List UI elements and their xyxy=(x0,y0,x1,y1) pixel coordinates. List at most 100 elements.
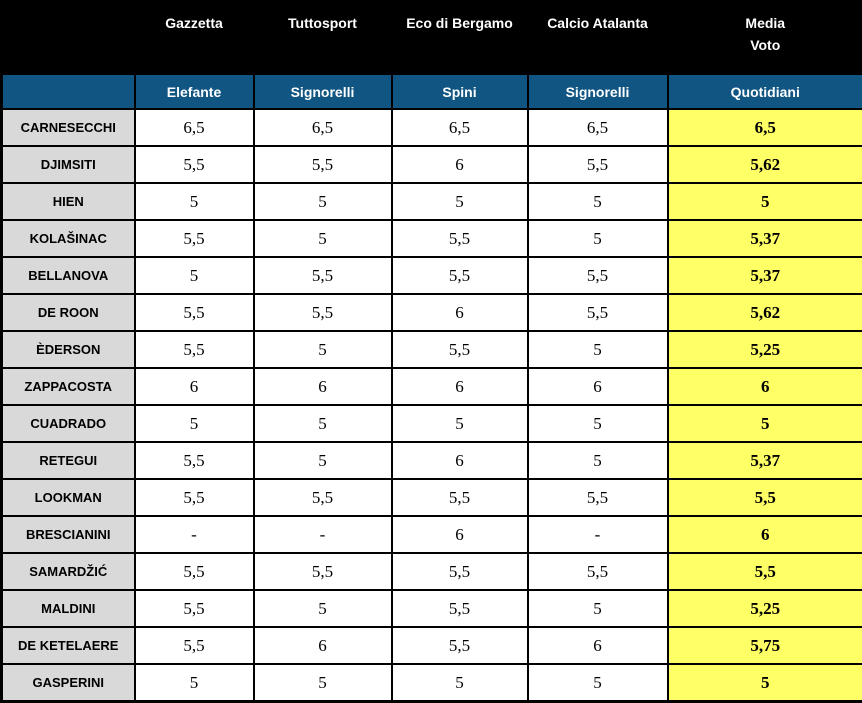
table-row: DJIMSITI 5,5 5,5 6 5,5 5,62 xyxy=(2,146,862,183)
player-name-cell: DJIMSITI xyxy=(2,146,135,183)
vote-cell: 6 xyxy=(528,627,668,664)
newspaper-header-eco-di-bergamo: Eco di Bergamo xyxy=(392,2,528,75)
vote-cell: - xyxy=(135,516,254,553)
vote-cell: 6 xyxy=(528,368,668,405)
media-vote-cell: 5,25 xyxy=(668,590,862,627)
vote-cell: 6,5 xyxy=(254,109,392,146)
player-name-cell: BRESCIANINI xyxy=(2,516,135,553)
player-name-cell: GASPERINI xyxy=(2,664,135,702)
media-vote-cell: 5,37 xyxy=(668,442,862,479)
vote-cell: 5 xyxy=(254,220,392,257)
vote-cell: 6 xyxy=(392,368,528,405)
media-vote-cell: 6,5 xyxy=(668,109,862,146)
vote-cell: 5,5 xyxy=(392,627,528,664)
journalist-header-signorelli-1: Signorelli xyxy=(254,74,392,109)
table-row: KOLAŠINAC 5,5 5 5,5 5 5,37 xyxy=(2,220,862,257)
vote-cell: 6 xyxy=(254,368,392,405)
vote-cell: 6,5 xyxy=(392,109,528,146)
table-row: ÈDERSON 5,5 5 5,5 5 5,25 xyxy=(2,331,862,368)
vote-cell: 5 xyxy=(254,331,392,368)
table-row: BELLANOVA 5 5,5 5,5 5,5 5,37 xyxy=(2,257,862,294)
vote-cell: 5,5 xyxy=(135,294,254,331)
vote-cell: - xyxy=(254,516,392,553)
media-vote-cell: 5,5 xyxy=(668,553,862,590)
player-name-cell: ZAPPACOSTA xyxy=(2,368,135,405)
vote-cell: 5,5 xyxy=(528,479,668,516)
vote-cell: 6 xyxy=(392,516,528,553)
vote-cell: 6,5 xyxy=(135,109,254,146)
corner-cell xyxy=(2,2,135,75)
media-vote-cell: 5,37 xyxy=(668,220,862,257)
journalist-header-signorelli-2: Signorelli xyxy=(528,74,668,109)
vote-cell: 5 xyxy=(392,183,528,220)
vote-cell: 5,5 xyxy=(254,553,392,590)
vote-cell: 5,5 xyxy=(528,146,668,183)
newspaper-header-calcio-atalanta: Calcio Atalanta xyxy=(528,2,668,75)
vote-cell: 5,5 xyxy=(392,553,528,590)
media-vote-cell: 5,62 xyxy=(668,294,862,331)
player-name-cell: MALDINI xyxy=(2,590,135,627)
player-name-cell: DE ROON xyxy=(2,294,135,331)
media-vote-cell: 6 xyxy=(668,516,862,553)
vote-cell: 5 xyxy=(528,405,668,442)
vote-cell: 5 xyxy=(528,220,668,257)
vote-cell: 6 xyxy=(392,294,528,331)
vote-cell: 5,5 xyxy=(254,257,392,294)
vote-cell: 5 xyxy=(528,442,668,479)
table-row: LOOKMAN 5,5 5,5 5,5 5,5 5,5 xyxy=(2,479,862,516)
vote-cell: 5,5 xyxy=(392,590,528,627)
vote-cell: 5,5 xyxy=(135,627,254,664)
vote-cell: 5,5 xyxy=(528,553,668,590)
media-vote-cell: 5,25 xyxy=(668,331,862,368)
vote-cell: 5,5 xyxy=(135,220,254,257)
vote-cell: 5 xyxy=(254,664,392,702)
newspaper-header-media-voto: Media Voto xyxy=(668,2,862,75)
vote-cell: 5,5 xyxy=(254,479,392,516)
journalist-header-quotidiani: Quotidiani xyxy=(668,74,862,109)
media-vote-cell: 5,62 xyxy=(668,146,862,183)
vote-cell: 5 xyxy=(135,183,254,220)
vote-cell: 5 xyxy=(254,405,392,442)
vote-cell: 5,5 xyxy=(135,331,254,368)
table-row: DE KETELAERE 5,5 6 5,5 6 5,75 xyxy=(2,627,862,664)
vote-cell: 6 xyxy=(254,627,392,664)
table-row: BRESCIANINI - - 6 - 6 xyxy=(2,516,862,553)
table-row: HIEN 5 5 5 5 5 xyxy=(2,183,862,220)
player-name-cell: CUADRADO xyxy=(2,405,135,442)
vote-cell: 5 xyxy=(528,664,668,702)
vote-cell: 5,5 xyxy=(135,553,254,590)
table-row: ZAPPACOSTA 6 6 6 6 6 xyxy=(2,368,862,405)
table-row: CARNESECCHI 6,5 6,5 6,5 6,5 6,5 xyxy=(2,109,862,146)
vote-cell: 5,5 xyxy=(135,590,254,627)
vote-cell: 5,5 xyxy=(528,294,668,331)
vote-cell: 5,5 xyxy=(254,294,392,331)
vote-cell: 5 xyxy=(392,405,528,442)
player-name-cell: LOOKMAN xyxy=(2,479,135,516)
player-name-cell: KOLAŠINAC xyxy=(2,220,135,257)
table-row: SAMARDŽIĆ 5,5 5,5 5,5 5,5 5,5 xyxy=(2,553,862,590)
vote-cell: 5,5 xyxy=(392,479,528,516)
media-vote-cell: 5 xyxy=(668,183,862,220)
journalist-header-elefante: Elefante xyxy=(135,74,254,109)
media-vote-cell: 5,37 xyxy=(668,257,862,294)
newspaper-header-tuttosport: Tuttosport xyxy=(254,2,392,75)
newspaper-header-row: Gazzetta Tuttosport Eco di Bergamo Calci… xyxy=(2,2,862,75)
journalist-header-spini: Spini xyxy=(392,74,528,109)
vote-cell: - xyxy=(528,516,668,553)
vote-cell: 5 xyxy=(254,442,392,479)
media-vote-cell: 5,5 xyxy=(668,479,862,516)
player-name-cell: BELLANOVA xyxy=(2,257,135,294)
newspaper-header-gazzetta: Gazzetta xyxy=(135,2,254,75)
player-name-cell: ÈDERSON xyxy=(2,331,135,368)
table-row: GASPERINI 5 5 5 5 5 xyxy=(2,664,862,702)
vote-cell: 5,5 xyxy=(135,146,254,183)
vote-cell: 5 xyxy=(254,183,392,220)
player-name-cell: SAMARDŽIĆ xyxy=(2,553,135,590)
table-row: CUADRADO 5 5 5 5 5 xyxy=(2,405,862,442)
vote-cell: 5,5 xyxy=(254,146,392,183)
player-name-cell: RETEGUI xyxy=(2,442,135,479)
table-body: CARNESECCHI 6,5 6,5 6,5 6,5 6,5 DJIMSITI… xyxy=(2,109,862,702)
table-row: MALDINI 5,5 5 5,5 5 5,25 xyxy=(2,590,862,627)
vote-cell: 6 xyxy=(392,442,528,479)
